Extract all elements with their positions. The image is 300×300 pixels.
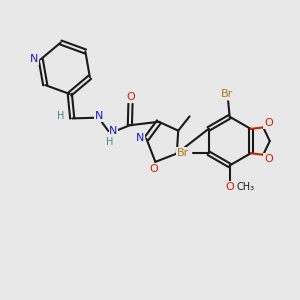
Text: Br: Br bbox=[221, 89, 233, 99]
Text: O: O bbox=[264, 118, 273, 128]
Text: O: O bbox=[149, 164, 158, 174]
Text: H: H bbox=[106, 136, 113, 147]
Text: O: O bbox=[225, 182, 234, 192]
Text: N: N bbox=[109, 126, 118, 136]
Text: H: H bbox=[57, 111, 64, 121]
Text: N: N bbox=[30, 54, 38, 64]
Text: O: O bbox=[126, 92, 135, 102]
Text: Br: Br bbox=[177, 148, 189, 158]
Text: N: N bbox=[95, 111, 103, 121]
Text: O: O bbox=[264, 154, 273, 164]
Text: CH₃: CH₃ bbox=[236, 182, 254, 192]
Text: N: N bbox=[135, 133, 144, 143]
